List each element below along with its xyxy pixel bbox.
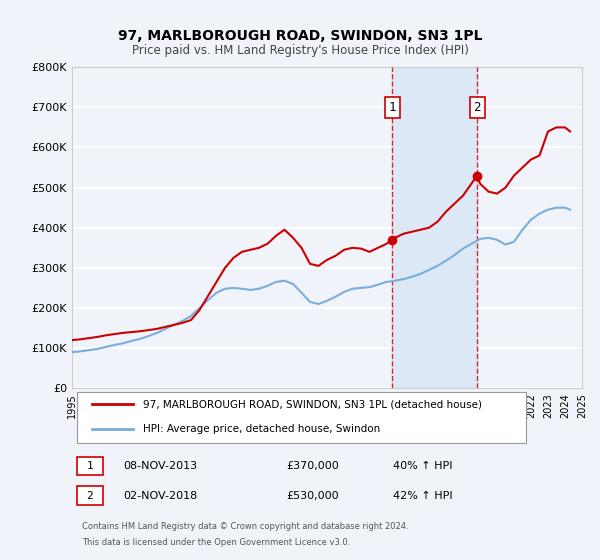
Text: 97, MARLBOROUGH ROAD, SWINDON, SN3 1PL: 97, MARLBOROUGH ROAD, SWINDON, SN3 1PL	[118, 29, 482, 44]
Text: 02-NOV-2018: 02-NOV-2018	[123, 491, 197, 501]
Text: £530,000: £530,000	[286, 491, 339, 501]
Text: 42% ↑ HPI: 42% ↑ HPI	[394, 491, 453, 501]
FancyBboxPatch shape	[77, 456, 103, 475]
Text: 2: 2	[86, 491, 93, 501]
Text: This data is licensed under the Open Government Licence v3.0.: This data is licensed under the Open Gov…	[82, 538, 350, 547]
FancyBboxPatch shape	[77, 486, 103, 505]
Text: Contains HM Land Registry data © Crown copyright and database right 2024.: Contains HM Land Registry data © Crown c…	[82, 522, 409, 531]
Text: 08-NOV-2013: 08-NOV-2013	[123, 461, 197, 471]
Text: HPI: Average price, detached house, Swindon: HPI: Average price, detached house, Swin…	[143, 424, 380, 434]
Text: 1: 1	[389, 101, 396, 114]
Bar	[392, 67, 477, 388]
Text: 2: 2	[473, 101, 481, 114]
Text: Price paid vs. HM Land Registry's House Price Index (HPI): Price paid vs. HM Land Registry's House …	[131, 44, 469, 57]
Text: 40% ↑ HPI: 40% ↑ HPI	[394, 461, 453, 471]
Text: 97, MARLBOROUGH ROAD, SWINDON, SN3 1PL (detached house): 97, MARLBOROUGH ROAD, SWINDON, SN3 1PL (…	[143, 399, 482, 409]
Text: 1: 1	[86, 461, 93, 471]
Text: £370,000: £370,000	[286, 461, 339, 471]
FancyBboxPatch shape	[77, 393, 526, 443]
